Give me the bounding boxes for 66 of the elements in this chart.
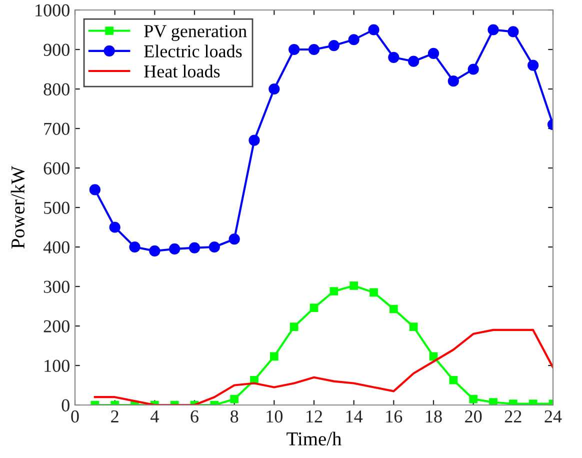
point bbox=[348, 34, 360, 46]
point bbox=[208, 241, 220, 253]
y-tick-label: 700 bbox=[44, 122, 70, 135]
y-tick-label: 400 bbox=[43, 241, 70, 254]
x-tick-label: 8 bbox=[230, 410, 238, 423]
line-series bbox=[94, 328, 553, 405]
point bbox=[288, 44, 300, 56]
point bbox=[308, 44, 320, 56]
point bbox=[528, 60, 539, 71]
x-tick-label: 16 bbox=[386, 410, 402, 423]
x-tick-label: 22 bbox=[504, 410, 522, 422]
x-tick-label: 14 bbox=[346, 410, 363, 422]
point bbox=[489, 398, 498, 405]
x-tick-label: 24 bbox=[544, 410, 562, 422]
point bbox=[408, 56, 420, 67]
point bbox=[149, 245, 160, 257]
y-axis-title: Power/kW bbox=[10, 166, 25, 249]
y-tick-label: 1000 bbox=[36, 4, 70, 16]
point bbox=[268, 83, 280, 95]
legend-label: PV generation bbox=[144, 25, 247, 41]
point bbox=[370, 288, 378, 297]
legend-label: Heat loads bbox=[144, 64, 220, 78]
y-tick-label: 100 bbox=[44, 360, 70, 372]
y-tick-label: 0 bbox=[62, 399, 70, 412]
point bbox=[508, 26, 519, 38]
x-tick-label: 18 bbox=[426, 410, 442, 423]
point bbox=[169, 243, 180, 255]
point bbox=[310, 304, 318, 312]
point bbox=[230, 394, 238, 404]
point bbox=[449, 376, 458, 384]
point bbox=[448, 76, 459, 87]
y-tick-label: 200 bbox=[44, 320, 70, 332]
point bbox=[388, 52, 400, 63]
point bbox=[469, 394, 478, 404]
point bbox=[330, 287, 338, 296]
x-tick-label: 6 bbox=[190, 410, 198, 423]
point bbox=[109, 222, 120, 233]
point bbox=[409, 322, 418, 331]
y-tick-label: 800 bbox=[44, 83, 70, 96]
point bbox=[290, 322, 298, 331]
x-tick-label: 12 bbox=[306, 410, 322, 422]
point bbox=[129, 241, 140, 253]
point bbox=[188, 242, 200, 254]
point bbox=[270, 352, 278, 361]
y-tick-label: 500 bbox=[44, 202, 70, 214]
point bbox=[228, 234, 240, 245]
point bbox=[468, 64, 479, 75]
x-tick-label: 4 bbox=[150, 410, 159, 422]
y-tick-label: 300 bbox=[44, 280, 70, 293]
point bbox=[248, 134, 260, 146]
point bbox=[328, 40, 340, 52]
point bbox=[429, 352, 438, 361]
y-tick-label: 600 bbox=[44, 162, 70, 174]
legend-label: Electric loads bbox=[144, 44, 242, 58]
x-tick-label: 0 bbox=[71, 410, 79, 423]
point bbox=[488, 24, 499, 36]
point bbox=[350, 282, 358, 290]
x-tick-label: 20 bbox=[465, 410, 482, 423]
x-tick-label: 2 bbox=[111, 410, 118, 422]
point bbox=[89, 184, 100, 196]
point bbox=[368, 24, 380, 36]
x-axis-title: Time/h bbox=[286, 432, 342, 446]
x-tick-label: 10 bbox=[266, 410, 283, 423]
point bbox=[390, 304, 398, 314]
point bbox=[428, 48, 440, 60]
y-tick-label: 900 bbox=[44, 44, 70, 56]
